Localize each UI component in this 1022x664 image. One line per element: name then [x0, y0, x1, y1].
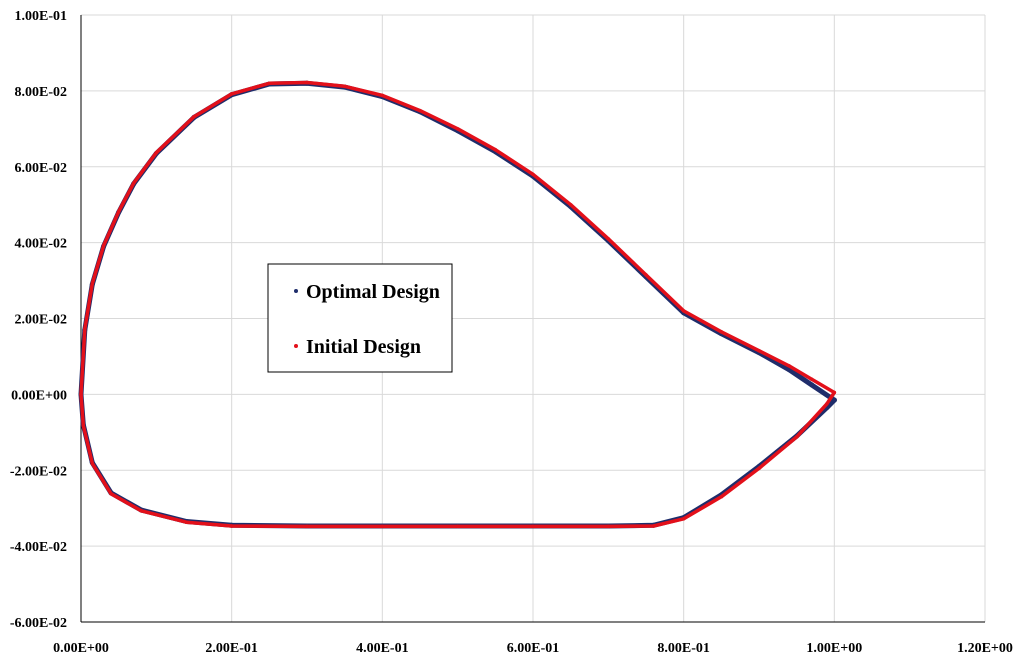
- data-point: [651, 524, 656, 528]
- data-point: [305, 524, 309, 529]
- data-point: [681, 309, 686, 313]
- data-point: [719, 330, 724, 334]
- grid-lines: [81, 14, 986, 623]
- data-point: [681, 517, 686, 521]
- series-optimal-design: [78, 80, 837, 529]
- data-point: [455, 127, 460, 131]
- data-point: [184, 520, 189, 524]
- x-tick-label: 0.00E+00: [53, 641, 109, 656]
- legend-marker: [294, 344, 298, 348]
- data-point: [493, 147, 498, 152]
- x-tick-label: 1.00E+00: [806, 641, 862, 656]
- data-point: [719, 495, 724, 499]
- data-point: [832, 390, 837, 395]
- data-point: [787, 364, 791, 368]
- legend: Optimal Design Initial Design: [267, 263, 453, 373]
- data-point: [342, 84, 347, 89]
- y-tick-label: 2.00E-02: [15, 313, 68, 328]
- data-point: [229, 524, 234, 528]
- series-line: [79, 80, 837, 529]
- data-point: [568, 202, 573, 207]
- y-tick-label: -4.00E-02: [10, 540, 67, 555]
- data-point: [825, 402, 829, 406]
- x-axis-tick-labels: 0.00E+00 2.00E-01 4.00E-01 6.00E-01 8.00E-01…: [53, 641, 1013, 656]
- data-point: [192, 114, 196, 119]
- data-point: [90, 281, 95, 286]
- x-tick-label: 4.00E-01: [356, 641, 409, 656]
- y-axis-tick-labels: 1.00E-01 8.00E-02 6.00E-02 4.00E-02 2.00E-02…: [10, 9, 67, 631]
- data-point: [531, 172, 535, 177]
- data-point: [154, 150, 159, 155]
- legend-box: [267, 263, 453, 373]
- x-tick-label: 6.00E-01: [507, 641, 560, 656]
- data-point: [757, 466, 761, 471]
- data-point: [644, 273, 648, 277]
- legend-label: Optimal Design: [306, 281, 440, 303]
- y-tick-label: 0.00E+00: [11, 388, 67, 403]
- data-point: [83, 327, 87, 331]
- y-tick-label: 4.00E-02: [15, 237, 68, 252]
- data-point: [380, 93, 385, 98]
- data-point: [90, 461, 95, 466]
- data-point: [380, 524, 385, 529]
- series-initial-design: [79, 80, 837, 529]
- data-point: [809, 377, 814, 381]
- y-tick-label: 1.00E-01: [15, 9, 68, 24]
- data-point: [606, 524, 611, 529]
- data-point: [831, 397, 837, 403]
- data-point: [139, 509, 144, 513]
- data-point: [81, 423, 86, 428]
- x-tick-label: 8.00E-01: [657, 641, 710, 656]
- data-point: [267, 81, 272, 86]
- data-point: [109, 492, 113, 496]
- data-point: [757, 348, 761, 353]
- data-point: [229, 92, 234, 96]
- data-point: [116, 209, 121, 214]
- data-point: [418, 108, 422, 113]
- y-tick-label: 6.00E-02: [15, 161, 68, 176]
- data-point: [305, 80, 309, 85]
- data-point: [79, 392, 83, 397]
- y-tick-label: 8.00E-02: [15, 85, 68, 100]
- series-layer: [78, 80, 837, 529]
- x-tick-label: 1.20E+00: [957, 641, 1013, 656]
- data-point: [794, 435, 799, 439]
- plot-area: [80, 15, 985, 623]
- data-point: [455, 524, 460, 529]
- data-point: [809, 382, 815, 388]
- y-tick-label: -6.00E-02: [10, 616, 67, 631]
- data-point: [131, 181, 136, 185]
- data-point: [606, 237, 611, 241]
- y-tick-label: -2.00E-02: [10, 464, 67, 479]
- legend-marker: [294, 289, 298, 293]
- data-point: [101, 243, 106, 248]
- data-point: [531, 524, 535, 529]
- x-tick-label: 2.00E-01: [205, 641, 258, 656]
- series-line: [78, 80, 837, 529]
- legend-label: Initial Design: [306, 336, 421, 358]
